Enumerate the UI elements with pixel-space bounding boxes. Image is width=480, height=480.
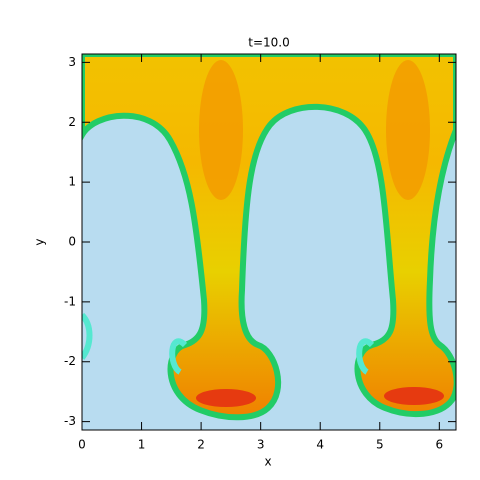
x-axis-label: x bbox=[264, 455, 271, 469]
plume-core bbox=[199, 60, 243, 200]
plume-core bbox=[386, 60, 430, 200]
vortex-curl bbox=[356, 338, 375, 375]
y-tick-label: 0 bbox=[68, 235, 76, 249]
x-tick-label: 0 bbox=[78, 438, 86, 452]
y-tick-label: 3 bbox=[68, 55, 76, 69]
y-axis-label: y bbox=[33, 238, 47, 245]
x-tick-label: 2 bbox=[197, 438, 205, 452]
x-tick-label: 1 bbox=[138, 438, 146, 452]
vortex-curl bbox=[169, 338, 188, 375]
heavy-fluid bbox=[82, 54, 456, 421]
x-tick-label: 3 bbox=[257, 438, 265, 452]
y-tick-label: -1 bbox=[64, 294, 76, 308]
x-tick-label: 5 bbox=[376, 438, 384, 452]
x-tick-label: 6 bbox=[436, 438, 444, 452]
plume-cap bbox=[384, 387, 444, 405]
vortex-curl bbox=[82, 312, 93, 360]
y-tick-label: -3 bbox=[64, 414, 76, 428]
chart-title: t=10.0 bbox=[248, 36, 289, 50]
field bbox=[82, 54, 456, 430]
y-tick-label: 1 bbox=[68, 175, 76, 189]
plume-cap bbox=[196, 389, 256, 407]
y-tick-label: 2 bbox=[68, 115, 76, 129]
x-tick-label: 4 bbox=[316, 438, 324, 452]
y-tick-label: -2 bbox=[64, 354, 76, 368]
